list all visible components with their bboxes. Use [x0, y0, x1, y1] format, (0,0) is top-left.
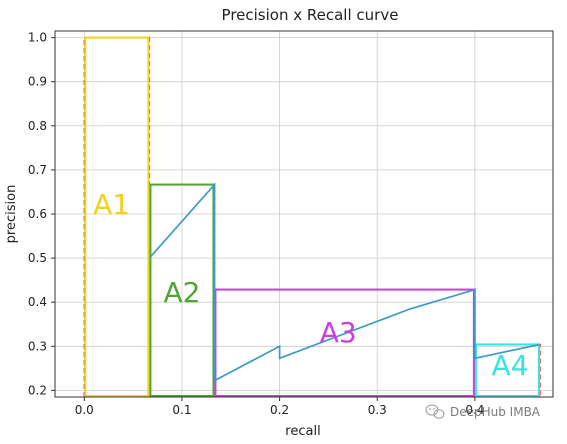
region-label-a4: A4 [492, 349, 529, 382]
x-tick-label: 0.3 [368, 403, 387, 417]
wechat-logo-icon [425, 404, 445, 419]
area-region-a2 [149, 183, 215, 397]
area-region-a1 [84, 36, 150, 397]
area-region-a4 [474, 343, 541, 397]
grid-layer [55, 31, 553, 397]
chart-title: Precision x Recall curve [222, 6, 399, 24]
region-label-a1: A1 [93, 188, 130, 221]
y-tick-label: 0.7 [28, 163, 47, 177]
area-regions [83, 36, 541, 397]
tick-layer: 0.0 0.1 0.2 0.3 0.4 0.2 0.3 0.4 0.5 0.6 0.7 0.8 0.9 1… [28, 31, 485, 417]
precision-recall-curve [148, 182, 541, 383]
x-tick-label: 0.4 [465, 403, 484, 417]
y-tick-label: 0.5 [28, 251, 47, 265]
y-tick-label: 0.2 [28, 383, 47, 397]
y-tick-label: 0.3 [28, 339, 47, 353]
x-tick-label: 0.1 [172, 403, 191, 417]
y-tick-label: 0.8 [28, 119, 47, 133]
watermark-text: DeepHub IMBA [450, 405, 541, 419]
interpolated-precision-line [83, 36, 541, 397]
y-tick-label: 0.4 [28, 295, 47, 309]
watermark: DeepHub IMBA [425, 404, 541, 419]
y-tick-label: 1.0 [28, 31, 47, 45]
x-tick-label: 0.0 [75, 403, 94, 417]
curve-layer [148, 182, 541, 383]
region-label-a2: A2 [163, 276, 200, 309]
region-label-a3: A3 [320, 316, 357, 349]
y-axis-label: precision [4, 185, 19, 244]
region-labels: A1 A2 A3 A4 [93, 188, 528, 382]
x-axis-label: recall [285, 424, 320, 439]
y-tick-label: 0.9 [28, 75, 47, 89]
x-tick-label: 0.2 [270, 403, 289, 417]
y-tick-label: 0.6 [28, 207, 47, 221]
